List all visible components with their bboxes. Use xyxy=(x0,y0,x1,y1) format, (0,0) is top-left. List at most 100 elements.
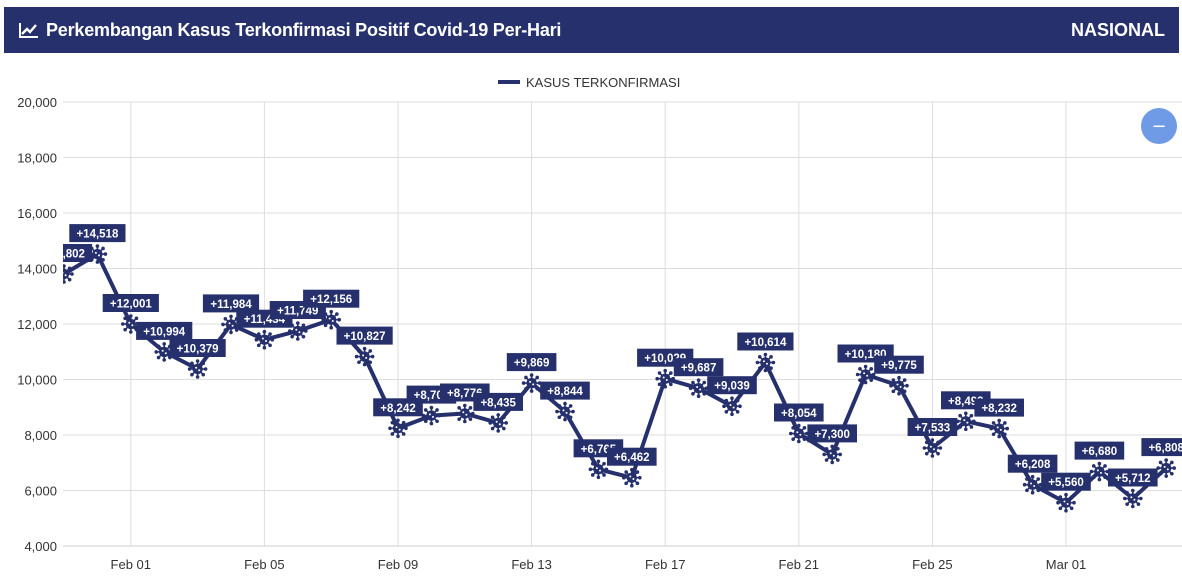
marker-spike-tip xyxy=(67,266,72,271)
marker-spike-tip xyxy=(822,452,826,457)
marker-spike-tip xyxy=(535,386,540,391)
marker-spike-tip xyxy=(162,358,166,362)
marker-core xyxy=(660,373,671,384)
marker-spike-tip xyxy=(930,454,935,458)
data-label: +5,712 xyxy=(1108,468,1158,487)
marker-spike-tip xyxy=(1069,506,1074,511)
marker-spike-tip xyxy=(524,386,528,391)
data-point xyxy=(989,418,1009,439)
marker-dot xyxy=(562,409,565,412)
marker-spike-tip xyxy=(388,426,392,431)
marker-spike-tip xyxy=(568,415,573,420)
marker-spike-tip xyxy=(1123,496,1127,501)
data-point xyxy=(688,378,709,398)
data-point xyxy=(889,375,909,396)
data-label-text: +8,242 xyxy=(380,403,416,415)
data-label: +12,001 xyxy=(102,294,159,312)
data-point xyxy=(755,352,776,373)
marker-spike-tip xyxy=(936,440,940,445)
marker-core xyxy=(559,406,571,417)
marker-spike-tip xyxy=(63,264,66,268)
data-label: +14,518 xyxy=(69,224,126,243)
marker-spike-tip xyxy=(702,392,707,396)
marker-spike-tip xyxy=(1172,466,1176,470)
data-point xyxy=(1123,488,1143,509)
marker-core xyxy=(292,325,303,337)
x-tick-label: Feb 09 xyxy=(378,557,418,572)
x-tick-label: Feb 13 xyxy=(511,557,551,572)
zoom-out-button[interactable]: − xyxy=(1141,108,1177,144)
marker-spike-tip xyxy=(121,322,125,326)
data-point xyxy=(521,373,542,393)
marker-spike-tip xyxy=(863,364,868,369)
marker-spike-tip xyxy=(797,439,801,444)
marker-core xyxy=(63,268,70,280)
marker-spike-tip xyxy=(1025,477,1029,481)
marker-dot xyxy=(261,337,264,340)
marker-spike-tip xyxy=(123,316,127,321)
marker-dot xyxy=(98,254,100,257)
data-point xyxy=(789,423,809,444)
y-tick-label: 20,000 xyxy=(17,95,57,110)
marker-spike-tip xyxy=(730,396,734,400)
marker-dot xyxy=(829,452,832,455)
data-point xyxy=(588,459,609,480)
marker-dot xyxy=(565,411,568,414)
marker-dot xyxy=(398,428,401,431)
data-label-box xyxy=(1041,472,1091,491)
marker-spike-tip xyxy=(496,429,500,433)
data-label: +10,994 xyxy=(136,321,193,340)
marker-spike-tip xyxy=(468,417,473,421)
marker-dot xyxy=(161,349,164,352)
data-point xyxy=(254,329,275,350)
marker-spike-tip xyxy=(830,444,834,449)
marker-dot xyxy=(629,475,632,478)
marker-spike-tip xyxy=(858,367,862,371)
marker-spike-tip xyxy=(555,409,559,414)
marker-spike-tip xyxy=(401,432,406,436)
marker-spike-tip xyxy=(802,426,807,430)
marker-spike-tip xyxy=(997,434,1001,439)
chart-title: Perkembangan Kasus Terkonfirmasi Positif… xyxy=(46,19,562,40)
marker-dot xyxy=(665,379,668,381)
marker-spike-tip xyxy=(638,475,642,480)
y-tick-label: 18,000 xyxy=(17,151,57,166)
marker-spike-tip xyxy=(262,345,267,350)
data-label-box xyxy=(1108,468,1158,487)
marker-spike-tip xyxy=(529,389,534,393)
marker-spike-tip xyxy=(763,352,768,357)
marker-spike-tip xyxy=(404,426,408,431)
marker-spike-tip xyxy=(1131,504,1135,509)
marker-spike-tip xyxy=(1170,471,1174,476)
marker-spike-tip xyxy=(891,378,896,382)
data-label-text: +10,379 xyxy=(177,344,219,356)
data-label-text: +11,749 xyxy=(277,306,318,318)
marker-spike-tip xyxy=(190,361,194,366)
marker-dot xyxy=(1063,500,1066,503)
data-label: +7,533 xyxy=(907,418,958,436)
marker-spike-tip xyxy=(268,343,272,348)
y-tick-label: 6,000 xyxy=(24,484,57,499)
marker-dot xyxy=(228,322,231,325)
x-tick-label: Feb 17 xyxy=(645,557,685,572)
data-point xyxy=(121,314,141,334)
marker-spike-tip xyxy=(755,360,760,365)
marker-core xyxy=(225,319,237,330)
marker-core xyxy=(459,408,470,419)
data-label-box xyxy=(69,224,126,243)
marker-core xyxy=(693,383,704,394)
marker-spike-tip xyxy=(129,330,133,334)
marker-spike-tip xyxy=(223,328,228,332)
marker-spike-tip xyxy=(588,467,593,472)
marker-spike-tip xyxy=(270,337,275,342)
marker-spike-tip xyxy=(1030,474,1035,479)
marker-spike-tip xyxy=(504,421,508,425)
data-label: +6,808 xyxy=(1141,438,1182,457)
data-label-text: +12,156 xyxy=(310,294,352,306)
marker-spike-tip xyxy=(423,408,428,412)
marker-spike-tip xyxy=(1056,500,1060,505)
marker-spike-tip xyxy=(624,470,628,474)
marker-spike-tip xyxy=(457,406,461,410)
marker-spike-tip xyxy=(362,346,367,351)
data-label: +8,232 xyxy=(974,398,1024,417)
